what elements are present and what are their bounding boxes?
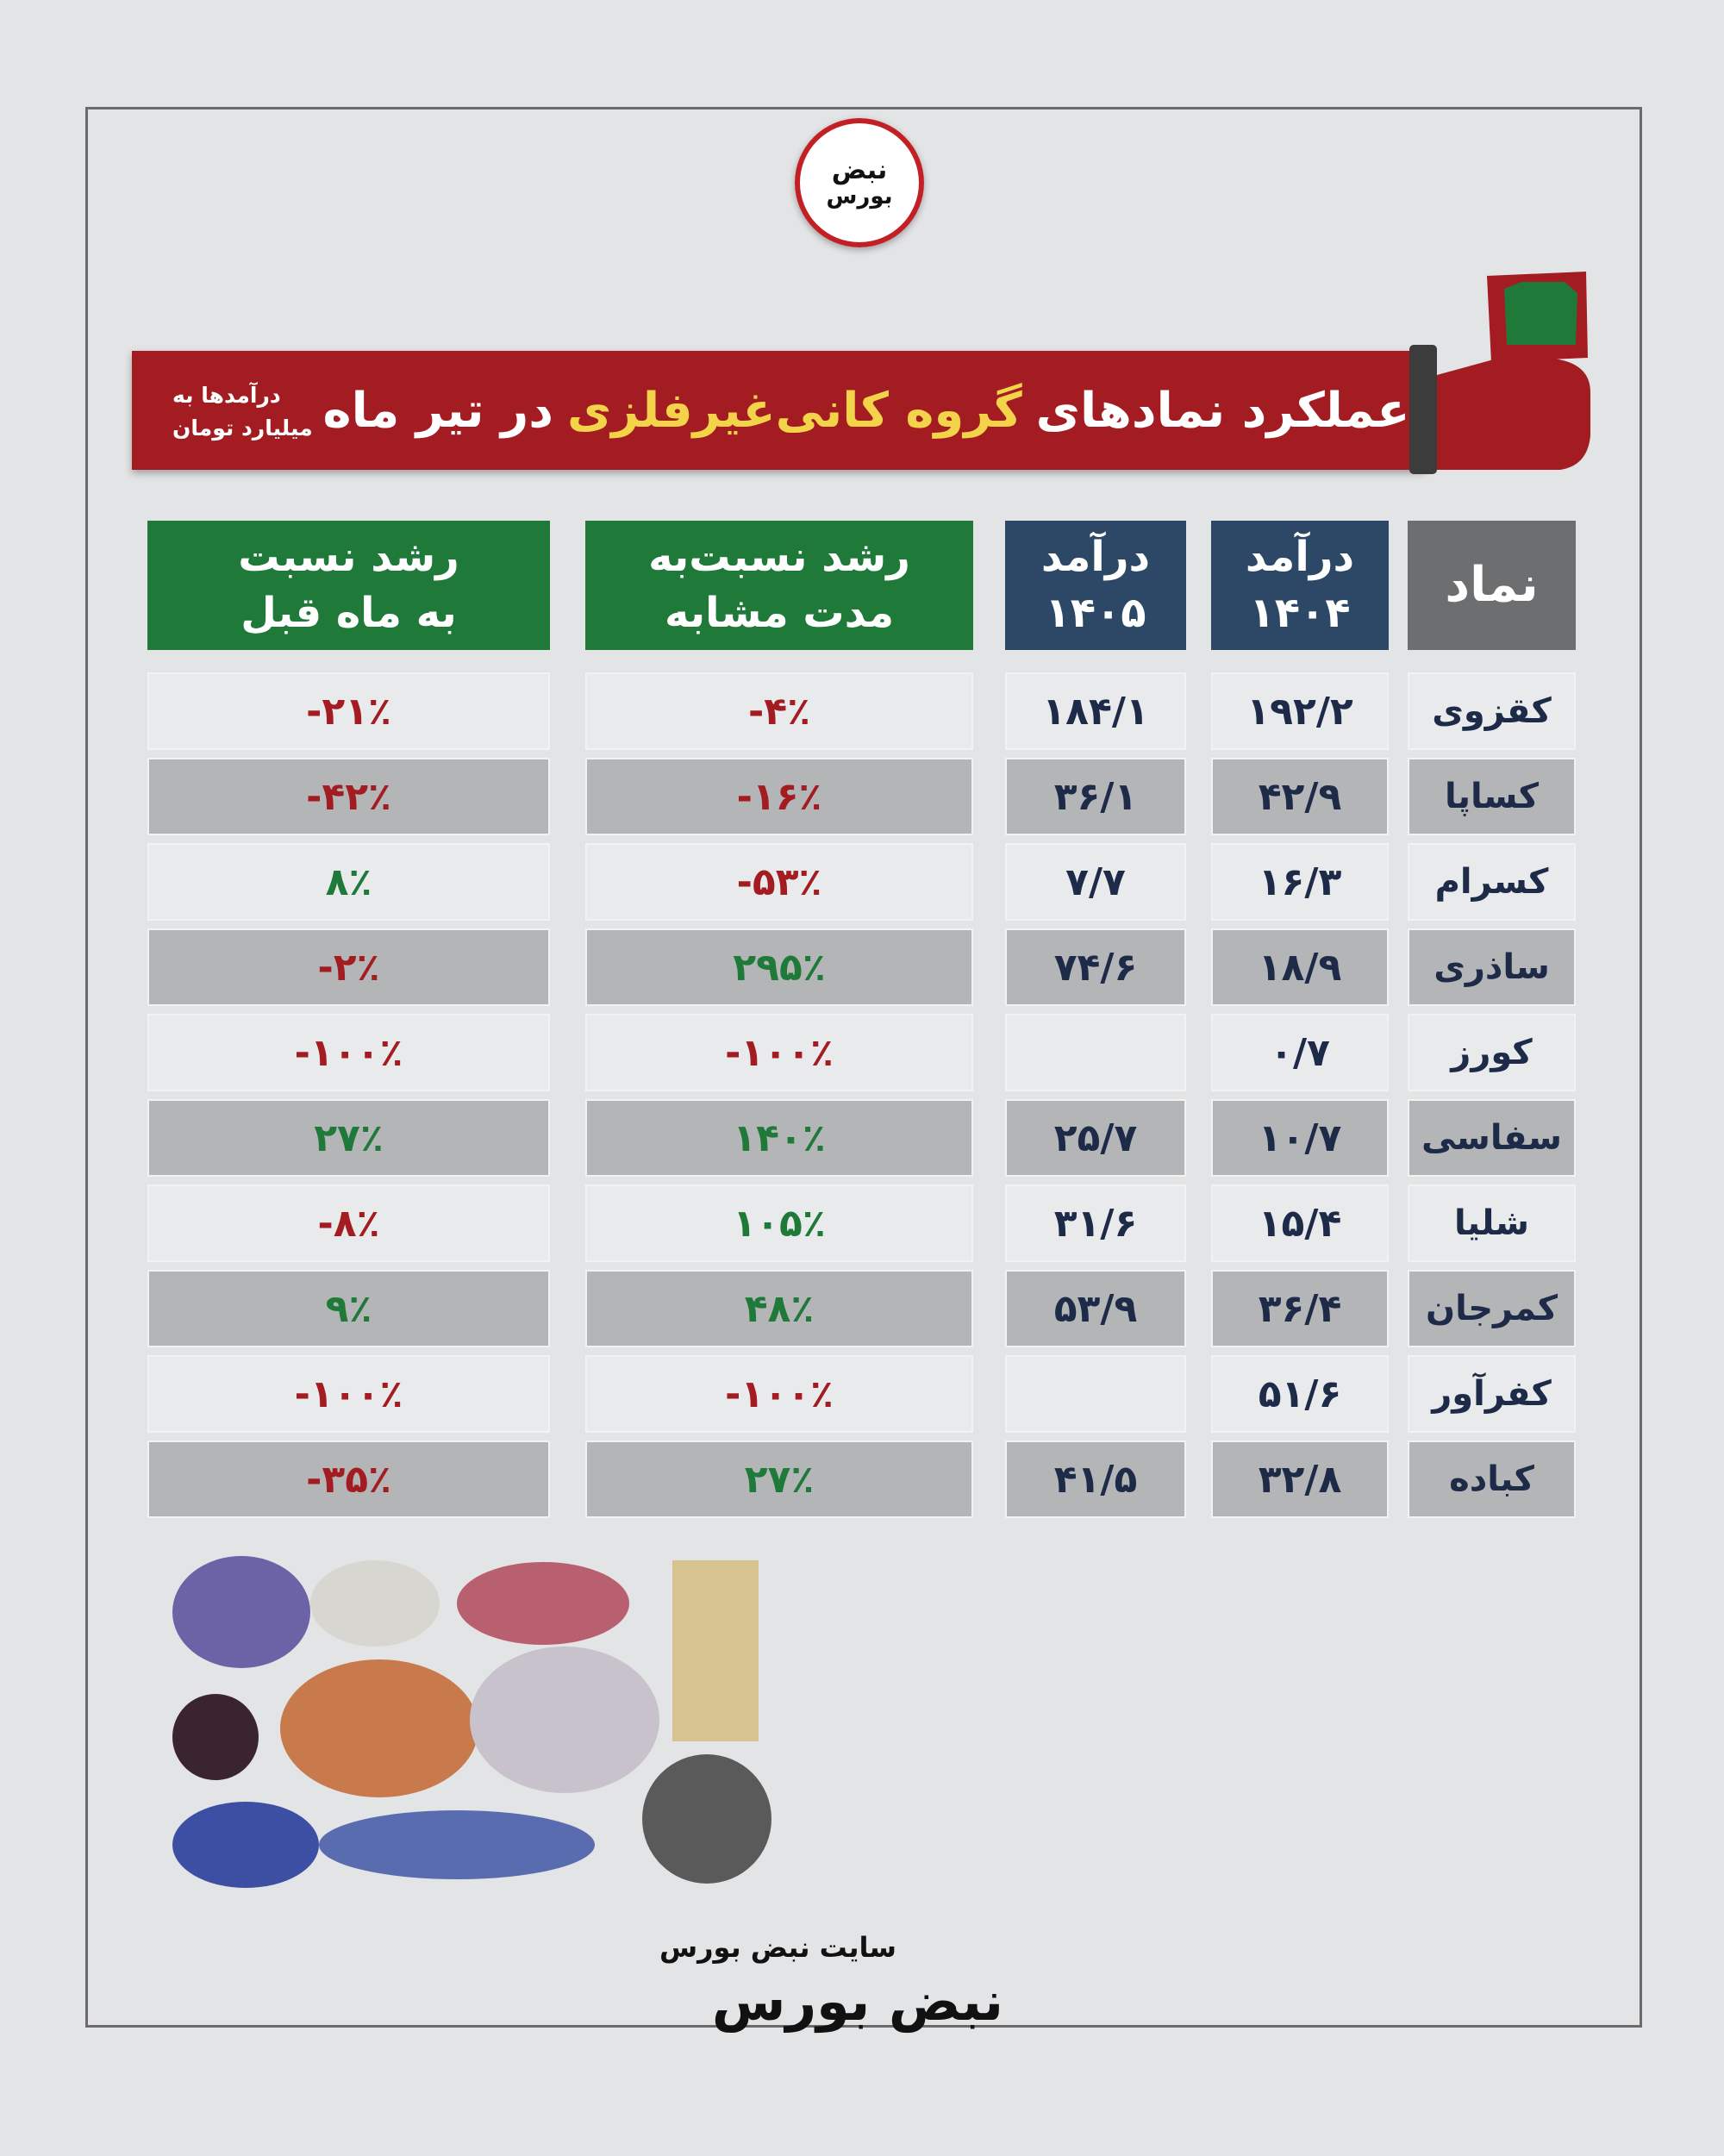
- symbol-cell: سفاسی: [1408, 1099, 1576, 1177]
- value-cell: ۱۹۲/۲: [1211, 672, 1389, 750]
- symbol-cell: کسرام: [1408, 843, 1576, 921]
- value-cell: ۱۸/۹: [1211, 928, 1389, 1006]
- symbol-cell: کورز: [1408, 1014, 1576, 1091]
- value-cell: ۲۷٪: [585, 1440, 973, 1518]
- symbol-cell: کساپا: [1408, 758, 1576, 835]
- column-header-line: مدت مشابه: [664, 589, 895, 637]
- column-header-line: به ماه قبل: [240, 589, 457, 637]
- title-highlight: گروه کانی‌غیرفلزی: [566, 382, 1022, 439]
- column-header: درآمد ۱۴۰۵: [1005, 521, 1186, 650]
- footer-site: سایت نبض بورس: [659, 1931, 896, 1964]
- symbol-cell: کفرآور: [1408, 1355, 1576, 1433]
- title-banner: [132, 351, 1425, 470]
- unit-note: درآمدها به میلیارد تومان: [172, 371, 336, 453]
- value-cell: -۴۲٪: [147, 758, 550, 835]
- value-cell: -۱۶٪: [585, 758, 973, 835]
- column-header: درآمد ۱۴۰۴: [1211, 521, 1389, 650]
- column-header-line: ۱۴۰۵: [1045, 589, 1146, 637]
- symbol-cell: کمرجان: [1408, 1270, 1576, 1347]
- column-header-line: ۱۴۰۴: [1249, 589, 1351, 637]
- value-cell: -۸٪: [147, 1184, 550, 1262]
- column-header: رشد نسبت به ماه قبل: [147, 521, 550, 650]
- value-cell: -۲٪: [147, 928, 550, 1006]
- value-cell: ۲۹۵٪: [585, 928, 973, 1006]
- value-cell: ۴۸٪: [585, 1270, 973, 1347]
- value-cell: -۱۰۰٪: [585, 1014, 973, 1091]
- value-cell: ۱۴۰٪: [585, 1099, 973, 1177]
- value-cell: -۲۱٪: [147, 672, 550, 750]
- value-cell: ۲۷٪: [147, 1099, 550, 1177]
- column-header-line: رشد نسبت‌به: [648, 533, 910, 582]
- title: عملکرد نمادهای گروه کانی‌غیرفلزی در تیر …: [323, 351, 1410, 470]
- value-cell: -۴٪: [585, 672, 973, 750]
- value-cell: ۱۵/۴: [1211, 1184, 1389, 1262]
- empty-cell: [1005, 1355, 1186, 1433]
- footer-brand: نبض بورس: [711, 1970, 1004, 2033]
- value-cell: -۱۰۰٪: [585, 1355, 973, 1433]
- logo-line: بورس: [826, 184, 893, 210]
- column-header-line: نماد: [1445, 557, 1539, 614]
- symbol-cell: ساذری: [1408, 928, 1576, 1006]
- minerals-image: [172, 1556, 771, 1888]
- column-header-line: درآمد: [1245, 533, 1355, 582]
- value-cell: -۳۵٪: [147, 1440, 550, 1518]
- column-header-line: رشد نسبت: [238, 533, 459, 582]
- value-cell: ۷/۷: [1005, 843, 1186, 921]
- value-cell: ۱۰۵٪: [585, 1184, 973, 1262]
- value-cell: -۵۳٪: [585, 843, 973, 921]
- value-cell: ۴۲/۹: [1211, 758, 1389, 835]
- frame: [85, 107, 1642, 2028]
- value-cell: ۴۱/۵: [1005, 1440, 1186, 1518]
- value-cell: ۳۱/۶: [1005, 1184, 1186, 1262]
- logo-line: نبض: [831, 155, 888, 186]
- title-part: در تیر ماه: [322, 382, 553, 439]
- unit-note-line: میلیارد تومان: [172, 415, 313, 441]
- symbol-cell: شلیا: [1408, 1184, 1576, 1262]
- value-cell: ۳۶/۱: [1005, 758, 1186, 835]
- value-cell: ۵۱/۶: [1211, 1355, 1389, 1433]
- value-cell: ۲۵/۷: [1005, 1099, 1186, 1177]
- title-part: عملکرد نمادهای: [1035, 382, 1410, 439]
- value-cell: ۵۳/۹: [1005, 1270, 1186, 1347]
- symbol-cell: کباده: [1408, 1440, 1576, 1518]
- hand-icon: [1409, 272, 1590, 474]
- value-cell: -۱۰۰٪: [147, 1014, 550, 1091]
- value-cell: ۸٪: [147, 843, 550, 921]
- value-cell: ۱۸۴/۱: [1005, 672, 1186, 750]
- logo: نبض بورس: [795, 118, 924, 247]
- value-cell: ۹٪: [147, 1270, 550, 1347]
- value-cell: -۱۰۰٪: [147, 1355, 550, 1433]
- column-header-line: درآمد: [1040, 533, 1151, 582]
- value-cell: ۱۰/۷: [1211, 1099, 1389, 1177]
- column-header: رشد نسبت‌به مدت مشابه: [585, 521, 973, 650]
- empty-cell: [1005, 1014, 1186, 1091]
- value-cell: ۳۶/۴: [1211, 1270, 1389, 1347]
- unit-note-line: درآمدها به: [172, 383, 281, 408]
- value-cell: ۱۶/۳: [1211, 843, 1389, 921]
- value-cell: ۷۴/۶: [1005, 928, 1186, 1006]
- value-cell: ۳۲/۸: [1211, 1440, 1389, 1518]
- value-cell: ۰/۷: [1211, 1014, 1389, 1091]
- symbol-cell: کقزوی: [1408, 672, 1576, 750]
- column-header: نماد: [1408, 521, 1576, 650]
